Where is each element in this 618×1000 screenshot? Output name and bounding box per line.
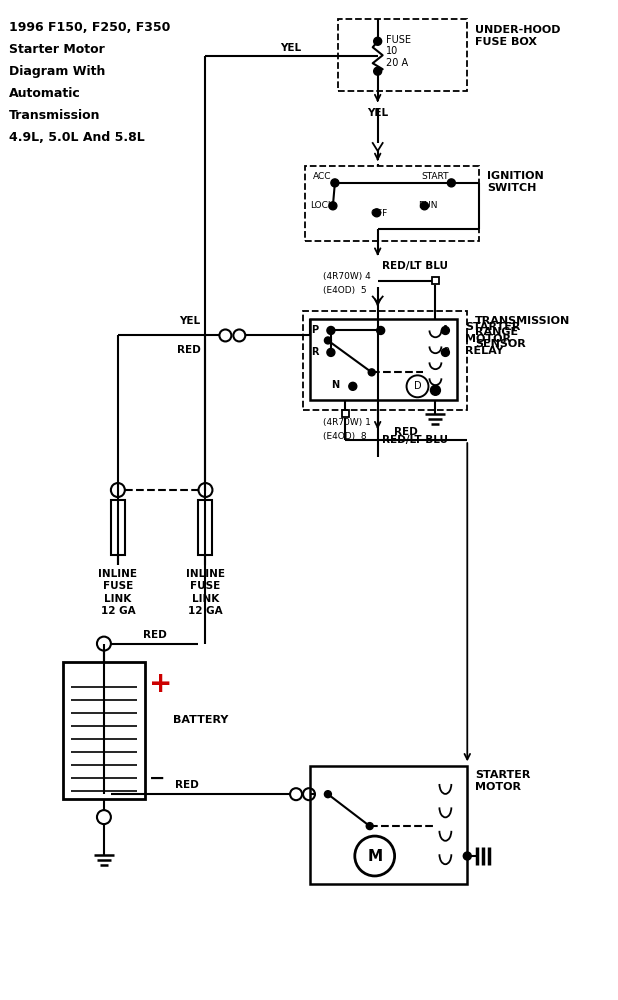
Text: BATTERY: BATTERY: [172, 715, 228, 725]
Text: (E4OD)  5: (E4OD) 5: [323, 286, 366, 295]
Circle shape: [374, 37, 382, 45]
Text: P: P: [311, 325, 318, 335]
Text: 2: 2: [443, 347, 450, 357]
Text: YEL: YEL: [281, 43, 302, 53]
Text: (4R70W) 4: (4R70W) 4: [323, 272, 371, 281]
Circle shape: [441, 326, 449, 334]
Text: +: +: [149, 670, 172, 698]
Circle shape: [373, 209, 381, 217]
Bar: [111, 500, 125, 555]
Circle shape: [377, 326, 384, 334]
Text: −: −: [149, 769, 165, 788]
Text: RED: RED: [177, 345, 200, 355]
Circle shape: [368, 369, 375, 376]
Text: IGNITION
SWITCH: IGNITION SWITCH: [487, 171, 544, 193]
Text: Diagram With: Diagram With: [9, 65, 106, 78]
Circle shape: [366, 823, 373, 830]
Circle shape: [431, 385, 441, 395]
Text: LOCK: LOCK: [310, 201, 334, 210]
Bar: [433, 277, 439, 284]
Circle shape: [331, 179, 339, 187]
Circle shape: [447, 179, 455, 187]
Text: FUSE
10
20 A: FUSE 10 20 A: [386, 35, 410, 68]
Text: 1996 F150, F250, F350: 1996 F150, F250, F350: [9, 21, 171, 34]
Text: STARTER
MOTOR
RELAY: STARTER MOTOR RELAY: [465, 322, 521, 356]
Text: RUN: RUN: [418, 201, 438, 210]
Bar: [198, 500, 213, 555]
Text: Transmission: Transmission: [9, 109, 101, 122]
Circle shape: [349, 382, 357, 390]
Text: N: N: [331, 380, 339, 390]
Text: OFF: OFF: [371, 209, 388, 218]
Circle shape: [327, 348, 335, 356]
Text: INLINE
FUSE
LINK
12 GA: INLINE FUSE LINK 12 GA: [186, 569, 225, 616]
Circle shape: [464, 852, 472, 860]
Bar: [305, 166, 479, 241]
Text: (E4OD)  8: (E4OD) 8: [323, 432, 366, 441]
Circle shape: [329, 202, 337, 210]
Text: ACC: ACC: [313, 172, 331, 181]
Bar: [338, 19, 467, 91]
Text: INLINE
FUSE
LINK
12 GA: INLINE FUSE LINK 12 GA: [98, 569, 137, 616]
Circle shape: [420, 202, 428, 210]
Text: YEL: YEL: [367, 108, 388, 118]
Text: R: R: [311, 347, 318, 357]
Text: RED: RED: [143, 630, 167, 640]
Text: RED/LT BLU: RED/LT BLU: [382, 261, 447, 271]
Text: Starter Motor: Starter Motor: [9, 43, 105, 56]
Text: 4.9L, 5.0L And 5.8L: 4.9L, 5.0L And 5.8L: [9, 131, 145, 144]
Circle shape: [374, 67, 382, 75]
Text: RED/LT BLU: RED/LT BLU: [382, 435, 447, 445]
Bar: [342, 410, 349, 417]
Bar: [310, 766, 467, 884]
Text: RED: RED: [394, 427, 417, 437]
Text: STARTER
MOTOR: STARTER MOTOR: [475, 770, 531, 792]
Text: (4R70W) 1: (4R70W) 1: [323, 418, 371, 427]
Circle shape: [324, 791, 331, 798]
Circle shape: [441, 348, 449, 356]
Text: 1: 1: [443, 325, 449, 335]
Bar: [310, 319, 457, 400]
Text: M: M: [367, 849, 383, 864]
Text: UNDER-HOOD
FUSE BOX: UNDER-HOOD FUSE BOX: [475, 25, 561, 47]
Text: D: D: [413, 381, 421, 391]
Circle shape: [324, 337, 331, 344]
Text: Automatic: Automatic: [9, 87, 81, 100]
Text: YEL: YEL: [179, 316, 200, 326]
Text: START: START: [421, 172, 449, 181]
Bar: [303, 311, 467, 410]
Circle shape: [327, 326, 335, 334]
Text: RED: RED: [175, 780, 198, 790]
Bar: [63, 662, 145, 799]
Text: TRANSMISSION
RANGE
SENSOR: TRANSMISSION RANGE SENSOR: [475, 316, 570, 349]
